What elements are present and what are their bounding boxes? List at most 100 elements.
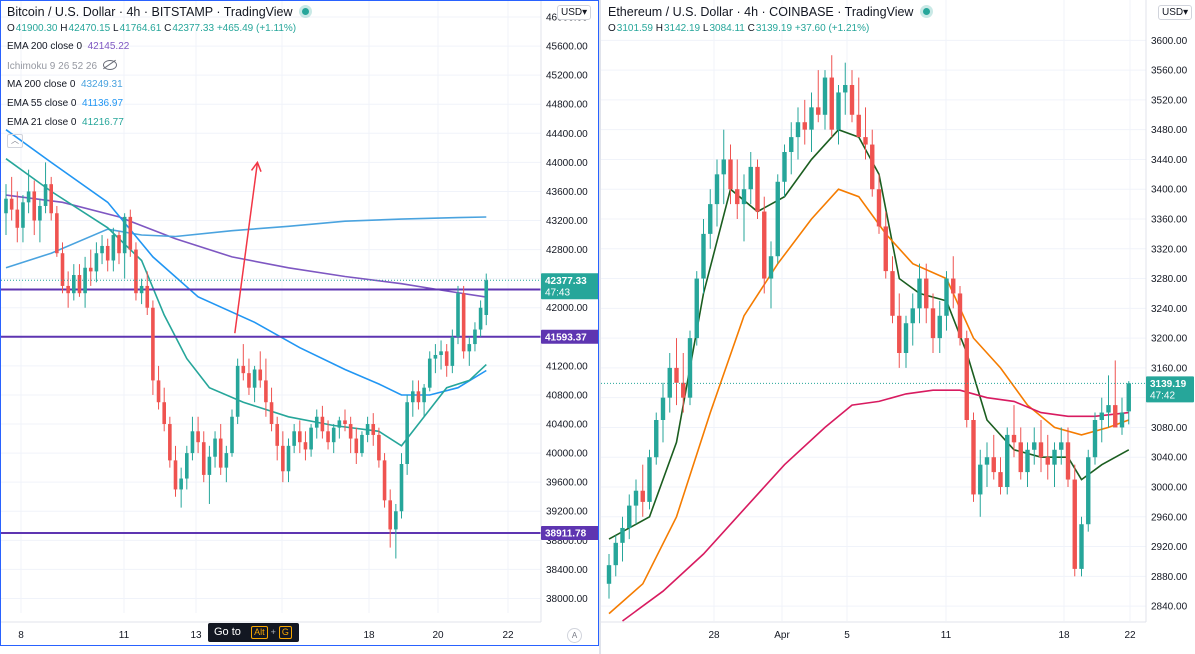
candle-body[interactable] <box>1079 524 1084 569</box>
candle-body[interactable] <box>269 402 274 425</box>
candle-body[interactable] <box>77 275 82 294</box>
candle-body[interactable] <box>377 434 381 461</box>
legend-collapse-icon[interactable]: ︿ <box>7 134 23 148</box>
candle-body[interactable] <box>836 92 841 130</box>
candle-body[interactable] <box>681 382 686 398</box>
candle-body[interactable] <box>809 107 814 130</box>
candle-body[interactable] <box>1005 434 1010 487</box>
candle-body[interactable] <box>910 308 915 324</box>
candle-body[interactable] <box>230 416 234 454</box>
candle-body[interactable] <box>201 442 206 475</box>
candle-body[interactable] <box>775 181 780 257</box>
btc-chart-panel[interactable]: 38000.00 38400.00 38800.00 39200.00 39600.00… <box>0 0 601 654</box>
candle-body[interactable] <box>456 293 460 337</box>
candle-body[interactable] <box>9 198 14 210</box>
candle-body[interactable] <box>281 445 285 472</box>
candle-body[interactable] <box>55 213 59 254</box>
eth-chart-canvas[interactable]: 2840.00 2880.00 2920.00 2960.00 3000.00 3040.… <box>601 0 1195 654</box>
candle-body[interactable] <box>235 365 240 417</box>
btc-symbol-name[interactable]: Bitcoin / U.S. Dollar <box>7 5 116 19</box>
candle-body[interactable] <box>478 307 483 330</box>
candle-body[interactable] <box>4 198 8 214</box>
candle-body[interactable] <box>654 420 659 458</box>
candle-body[interactable] <box>320 416 325 432</box>
candle-body[interactable] <box>1018 442 1023 473</box>
candle-body[interactable] <box>439 351 443 355</box>
candle-body[interactable] <box>405 402 409 464</box>
candle-body[interactable] <box>156 380 161 403</box>
candle-body[interactable] <box>620 527 625 543</box>
candle-body[interactable] <box>337 420 342 428</box>
candle-body[interactable] <box>354 438 359 454</box>
candle-body[interactable] <box>258 369 263 381</box>
candle-body[interactable] <box>647 457 652 502</box>
candle-body[interactable] <box>998 472 1003 487</box>
candle-body[interactable] <box>43 184 48 206</box>
candle-body[interactable] <box>151 307 155 381</box>
candle-body[interactable] <box>399 464 404 512</box>
candle-body[interactable] <box>247 373 251 388</box>
btc-interval[interactable]: 4h <box>126 5 141 19</box>
goto-date-button[interactable]: Go to Alt + G <box>208 623 299 642</box>
candle-body[interactable] <box>207 456 212 475</box>
candle-body[interactable] <box>371 424 376 435</box>
candle-body[interactable] <box>822 77 828 115</box>
candle-body[interactable] <box>343 420 347 425</box>
candle-body[interactable] <box>134 249 138 294</box>
candle-body[interactable] <box>314 416 319 428</box>
eth-interval[interactable]: 4h <box>744 5 759 19</box>
candle-body[interactable] <box>213 438 217 457</box>
candle-body[interactable] <box>100 245 104 254</box>
candle-body[interactable] <box>735 189 740 205</box>
candle-body[interactable] <box>708 204 713 234</box>
candle-body[interactable] <box>348 424 353 439</box>
market-status-icon[interactable] <box>302 8 310 15</box>
candle-body[interactable] <box>627 505 632 528</box>
candle-body[interactable] <box>903 323 909 353</box>
candle-body[interactable] <box>748 166 753 190</box>
candle-body[interactable] <box>984 457 990 465</box>
candle-body[interactable] <box>72 275 76 294</box>
candle-body[interactable] <box>388 500 392 530</box>
last-price-tag[interactable] <box>1146 376 1194 403</box>
candle-body[interactable] <box>856 114 861 138</box>
candle-body[interactable] <box>876 189 882 227</box>
candle-body[interactable] <box>427 358 432 388</box>
candle-body[interactable] <box>741 189 747 205</box>
level-price-tag[interactable] <box>541 526 599 541</box>
candle-body[interactable] <box>461 293 466 352</box>
candle-body[interactable] <box>1106 405 1111 413</box>
candle-body[interactable] <box>1119 412 1125 428</box>
candle-body[interactable] <box>145 285 150 308</box>
candle-body[interactable] <box>433 354 438 359</box>
candle-body[interactable] <box>1126 383 1131 412</box>
candle-body[interactable] <box>411 391 415 403</box>
candle-body[interactable] <box>667 367 672 398</box>
eth-currency-select[interactable]: USD▾ <box>1158 5 1193 20</box>
hidden-eye-icon[interactable] <box>103 60 118 70</box>
candle-body[interactable] <box>122 216 127 254</box>
candle-body[interactable] <box>292 431 296 446</box>
candle-body[interactable] <box>964 338 969 420</box>
candle-body[interactable] <box>687 338 693 398</box>
candle-body[interactable] <box>829 77 834 130</box>
candle-body[interactable] <box>139 285 144 294</box>
btc-currency-select[interactable]: USD▾ <box>557 5 592 20</box>
candle-body[interactable] <box>613 542 618 566</box>
candle-body[interactable] <box>173 460 178 490</box>
candle-body[interactable] <box>241 365 246 374</box>
candle-body[interactable] <box>105 245 110 261</box>
eth-chart-panel[interactable]: 2840.00 2880.00 2920.00 2960.00 3000.00 3040.… <box>601 0 1195 654</box>
candle-body[interactable] <box>802 122 807 130</box>
candle-body[interactable] <box>218 438 223 468</box>
candle-body[interactable] <box>924 278 929 309</box>
candle-body[interactable] <box>484 280 489 315</box>
legend-ema21[interactable]: EMA 21 close 0 41216.77 <box>7 117 124 128</box>
candle-body[interactable] <box>473 329 477 345</box>
candle-body[interactable] <box>971 420 976 495</box>
candle-body[interactable] <box>890 271 895 316</box>
candle-body[interactable] <box>633 490 639 506</box>
candle-body[interactable] <box>863 137 868 145</box>
candle-body[interactable] <box>66 285 70 294</box>
legend-ichimoku[interactable]: Ichimoku 9 26 52 26 <box>7 60 118 72</box>
